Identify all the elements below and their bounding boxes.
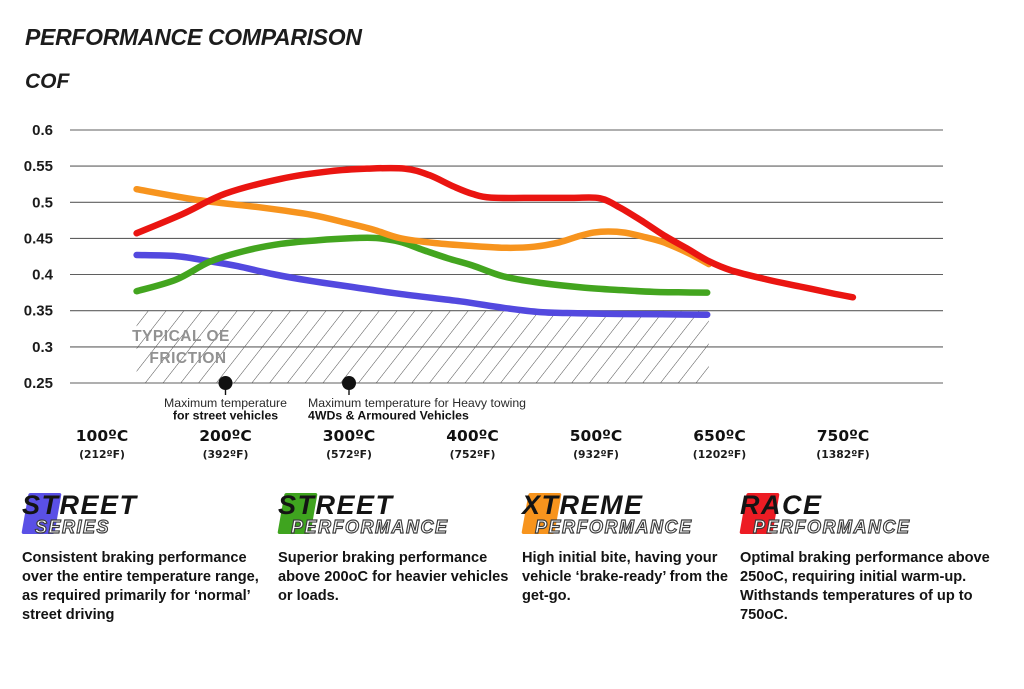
y-tick-label: 0.6 <box>32 122 53 139</box>
y-tick-label: 0.35 <box>24 303 53 320</box>
legend: STREET SERIES Consistent braking perform… <box>21 490 1004 625</box>
annotation-dot <box>218 376 233 390</box>
legend-title-line2: PERFORMANCE <box>290 517 449 537</box>
x-tick-sublabel: (212ºF) <box>79 448 125 461</box>
x-tick-label: 650ºC <box>693 427 745 445</box>
legend-title-line2: PERFORMANCE <box>534 517 693 537</box>
street-series-logo: STREET SERIES <box>21 490 268 538</box>
annotation-text: for street vehicles <box>173 409 278 423</box>
y-tick-label: 0.4 <box>32 267 54 284</box>
street-performance-logo: STREET PERFORMANCE <box>277 490 512 538</box>
x-tick-sublabel: (392ºF) <box>203 448 249 461</box>
series-xtreme-performance <box>133 185 713 268</box>
oe-friction-label: TYPICAL OE <box>132 328 230 345</box>
x-tick-label: 100ºC <box>76 427 128 445</box>
page-title: PERFORMANCE COMPARISON <box>25 24 362 50</box>
y-axis-title: COF <box>25 70 70 93</box>
annotation-text: Maximum temperature <box>164 396 287 410</box>
x-tick-sublabel: (752ºF) <box>450 448 496 461</box>
oe-friction-region <box>136 310 709 383</box>
legend-description: Optimal braking performance above 250oC,… <box>740 550 990 623</box>
x-tick-sublabel: (1382ºF) <box>816 448 869 461</box>
y-tick-label: 0.45 <box>24 230 53 247</box>
legend-title-line2: PERFORMANCE <box>752 517 911 537</box>
series-street-series <box>133 251 711 318</box>
x-tick-label: 400ºC <box>446 427 498 445</box>
series-street-performance <box>133 234 711 296</box>
x-tick-sublabel: (572ºF) <box>326 448 372 461</box>
legend-description: High initial bite, having your vehicle ‘… <box>522 550 729 604</box>
legend-item-street-performance: STREET PERFORMANCE Superior braking perf… <box>277 490 522 625</box>
y-tick-label: 0.3 <box>32 339 53 356</box>
legend-description: Consistent braking performance over the … <box>22 550 259 623</box>
legend-item-xtreme-performance: XTREME PERFORMANCE High initial bite, ha… <box>521 490 740 625</box>
x-tick-label: 300ºC <box>323 427 375 445</box>
x-tick-sublabel: (932ºF) <box>573 448 619 461</box>
x-tick-label: 200ºC <box>199 427 251 445</box>
x-tick-label: 500ºC <box>570 427 622 445</box>
xtreme-performance-logo: XTREME PERFORMANCE <box>521 490 730 538</box>
legend-title-line1: XTREME <box>522 490 644 520</box>
annotation-dot <box>342 376 356 390</box>
y-tick-label: 0.55 <box>24 158 53 175</box>
legend-description: Superior braking performance above 200oC… <box>278 550 509 604</box>
x-tick-label: 750ºC <box>817 427 869 445</box>
x-tick-sublabel: (1202ºF) <box>693 448 746 461</box>
y-tick-label: 0.5 <box>32 194 53 211</box>
annotation-text: 4WDs & Armoured Vehicles <box>308 409 469 423</box>
race-performance-logo: RACE PERFORMANCE <box>739 490 994 538</box>
legend-item-street-series: STREET SERIES Consistent braking perform… <box>21 490 278 625</box>
annotation-text: Maximum temperature for Heavy towing <box>308 396 526 410</box>
y-tick-label: 0.25 <box>24 375 53 392</box>
legend-title-line1: RACE <box>740 490 823 520</box>
legend-title-line2: SERIES <box>34 517 111 537</box>
series-race-performance <box>133 164 857 301</box>
legend-title-line1: STREET <box>278 490 394 520</box>
legend-title-line1: STREET <box>22 490 138 520</box>
performance-chart: 0.6 0.55 0.5 0.45 0.4 0.35 0.3 0.25 TYPICAL OE FR… <box>24 122 943 461</box>
legend-item-race-performance: RACE PERFORMANCE Optimal braking perform… <box>739 490 1004 625</box>
oe-friction-label: FRICTION <box>149 350 226 367</box>
